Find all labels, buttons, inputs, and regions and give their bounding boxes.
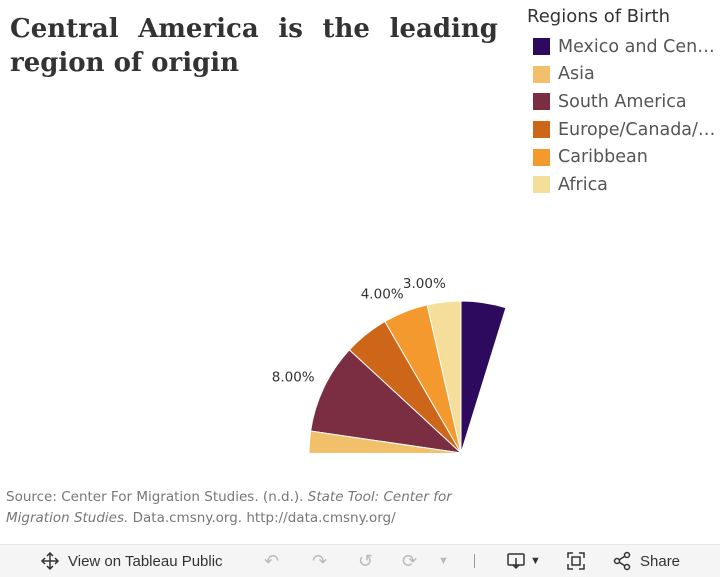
legend-item[interactable]: Caribbean [527, 143, 717, 171]
download-dropdown-icon: ▼ [530, 555, 541, 567]
legend-swatch [533, 38, 550, 56]
legend: Regions of Birth Mexico and Cen… Asia Sout… [527, 6, 717, 199]
legend-label: Mexico and Cen… [558, 36, 715, 57]
redo-icon[interactable]: ↷ [312, 550, 328, 571]
source-note: Source: Center For Migration Studies. (n… [6, 487, 476, 529]
source-prefix: Source: Center For Migration Studies. (n… [6, 489, 304, 505]
revert-icon[interactable]: ↺ [358, 550, 374, 571]
pie-slice[interactable] [460, 300, 507, 453]
legend-swatch [533, 93, 550, 111]
chart-title: Central America is the leading region of… [10, 14, 498, 78]
legend-label: Africa [558, 174, 608, 195]
legend-label: Asia [558, 64, 595, 85]
pie-slice[interactable] [308, 430, 462, 465]
download-icon [507, 553, 525, 570]
legend-item[interactable]: Mexico and Cen… [527, 33, 717, 61]
legend-title: Regions of Birth [527, 6, 671, 27]
undo-icon[interactable]: ↶ [264, 550, 280, 571]
refresh-icon[interactable]: ⟳ [402, 550, 418, 571]
move-arrows-icon [40, 551, 60, 571]
share-label: Share [640, 552, 681, 570]
legend-item[interactable]: Asia [527, 61, 717, 89]
legend-label: Caribbean [558, 147, 648, 168]
source-suffix: Data.cmsny.org. http://data.cmsny.org/ [132, 510, 396, 526]
legend-swatch [533, 121, 550, 139]
legend-item[interactable]: South America [527, 88, 717, 116]
download-button[interactable]: ▼ [506, 545, 541, 577]
fullscreen-icon [567, 552, 585, 570]
legend-swatch [533, 65, 550, 83]
toolbar-divider [474, 554, 475, 568]
legend-item[interactable]: Europe/Canada/… [527, 116, 717, 144]
data-label: 4.00% [361, 287, 404, 303]
tableau-toolbar: View on Tableau Public ↶ ↷ ↺ ⟳ ▼ ▼ [0, 544, 720, 577]
pie-slice[interactable] [310, 349, 462, 453]
legend-label: South America [558, 91, 687, 112]
legend-item[interactable]: Africa [527, 171, 717, 199]
view-on-tableau-label: View on Tableau Public [68, 552, 223, 570]
refresh-dropdown-icon[interactable]: ▼ [438, 555, 449, 567]
legend-swatch [533, 148, 550, 166]
data-label: 8.00% [272, 370, 315, 386]
fullscreen-button[interactable] [566, 545, 586, 577]
pie-chart: 3.00%4.00% 8.00% [272, 276, 507, 465]
legend-label: Europe/Canada/… [558, 119, 716, 140]
legend-swatch [533, 176, 550, 194]
view-on-tableau-button[interactable]: View on Tableau Public [40, 545, 223, 577]
data-label: 3.00% [403, 276, 446, 292]
share-button[interactable]: Share [612, 545, 680, 577]
share-icon [613, 551, 631, 571]
source-italic: State Tool: Center for Migration Studies… [6, 489, 452, 526]
